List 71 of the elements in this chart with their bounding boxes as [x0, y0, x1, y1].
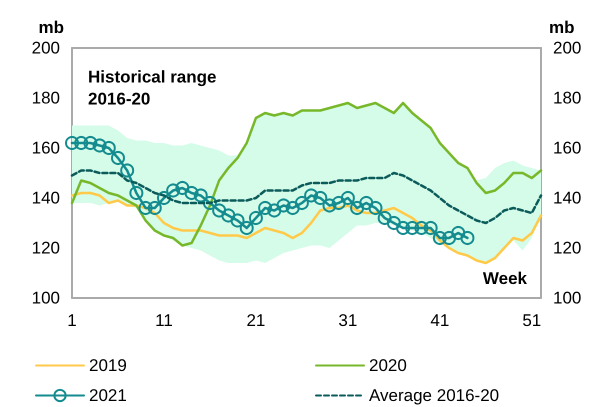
x-tick-label: 11: [155, 311, 173, 330]
point: [442, 231, 456, 245]
point: [378, 211, 392, 225]
point: [138, 201, 153, 215]
y2-tick-label: 180: [553, 88, 582, 108]
point: [460, 231, 474, 245]
y-tick-label: 200: [32, 38, 60, 58]
point: [110, 151, 125, 165]
point: [166, 184, 180, 198]
point: [74, 136, 88, 150]
point: [451, 226, 466, 240]
annotation: Historical range 2016-20: [88, 68, 222, 108]
line-series: [70, 169, 542, 224]
point: [83, 136, 98, 150]
legend-label: Average 2016-20: [369, 386, 500, 405]
y-tick-label: 100: [32, 288, 60, 308]
point: [332, 196, 346, 210]
point: [396, 221, 410, 235]
y-tick-label: 140: [32, 188, 60, 208]
legend-label: 2019: [89, 356, 127, 375]
y2-tick-label: 160: [553, 138, 582, 158]
point: [368, 201, 382, 215]
point: [240, 221, 254, 235]
y2-tick-label: 120: [553, 238, 582, 258]
y2-tick-label: 100: [553, 288, 582, 308]
point: [102, 141, 116, 155]
point: [230, 214, 245, 228]
point: [221, 208, 236, 222]
point: [184, 186, 199, 200]
point: [424, 221, 438, 235]
point: [156, 191, 171, 205]
y-tick-label: 180: [32, 88, 60, 108]
point: [340, 191, 355, 205]
y-tick-label: 120: [32, 238, 60, 258]
point: [267, 204, 282, 218]
y2-tick-label: 200: [553, 38, 582, 58]
point: [65, 136, 79, 150]
x-tick-label: 51: [522, 311, 542, 330]
point: [286, 201, 300, 215]
point: [304, 188, 318, 202]
x-tick-label: 1: [67, 311, 77, 330]
point: [175, 181, 190, 195]
y2-tick-label: 140: [553, 188, 582, 208]
point: [405, 221, 420, 235]
x-tick-label: 41: [430, 311, 450, 330]
point: [359, 196, 374, 210]
point: [248, 211, 263, 225]
point: [294, 196, 309, 210]
x-axis-title: Week: [482, 269, 528, 288]
point: [432, 231, 447, 245]
x-tick-label: 31: [338, 311, 358, 330]
point: [386, 216, 401, 230]
y2-axis-title: mb: [549, 18, 574, 37]
point: [148, 201, 162, 215]
point: [350, 201, 364, 215]
point: [120, 164, 134, 178]
point: [212, 204, 226, 218]
point: [276, 198, 291, 212]
point: [313, 191, 328, 205]
point: [414, 221, 428, 235]
y-axis-title: mb: [38, 18, 64, 37]
point: [322, 198, 336, 212]
y-tick-label: 160: [32, 138, 60, 158]
legend-label: 2021: [89, 386, 127, 405]
x-tick-label: 21: [246, 311, 266, 330]
point: [129, 186, 144, 200]
legend-label: 2020: [369, 356, 407, 375]
point: [92, 138, 107, 152]
point: [194, 188, 208, 202]
point: [202, 196, 217, 210]
point: [258, 201, 272, 215]
